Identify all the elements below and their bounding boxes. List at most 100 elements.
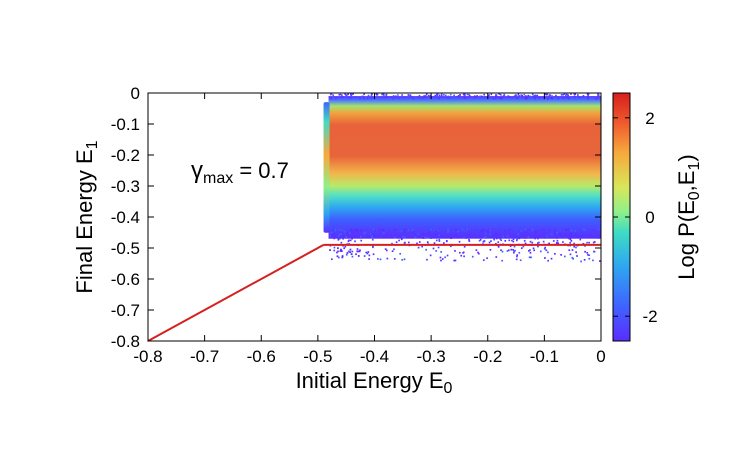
scatter-point [358, 250, 361, 253]
scatter-point [500, 228, 503, 231]
scatter-point [374, 229, 377, 232]
scatter-point [331, 228, 333, 231]
scatter-point [506, 235, 509, 238]
scatter-point [468, 240, 471, 242]
scatter-point [482, 259, 485, 261]
gamma-max-annotation: γmax = 0.7 [191, 157, 289, 187]
y-tick-label: -0.2 [111, 146, 140, 165]
scatter-point [417, 229, 420, 232]
scatter-point [471, 255, 474, 258]
scatter-point [457, 94, 460, 97]
scatter-point [466, 228, 469, 231]
density-band [323, 96, 601, 239]
scatter-point [516, 97, 518, 100]
scatter-point [568, 95, 571, 98]
scatter-point [382, 232, 385, 234]
scatter-point [574, 96, 577, 99]
boundary-lines [147, 243, 601, 342]
scatter-point [381, 228, 384, 231]
x-tick-label: -0.4 [360, 347, 389, 366]
scatter-point [393, 258, 396, 260]
scatter-point [331, 258, 333, 261]
scatter-point [525, 235, 528, 238]
scatter-point [596, 230, 599, 232]
scatter-point [338, 228, 341, 231]
scatter-point [349, 232, 351, 234]
scatter-point [486, 257, 488, 260]
scatter-point [411, 231, 414, 233]
scatter-point [363, 232, 365, 235]
x-tick-label: -0.8 [133, 347, 162, 366]
scatter-point [507, 249, 510, 252]
scatter-point [415, 230, 417, 233]
scatter-point [376, 258, 379, 260]
scatter-point [389, 228, 391, 231]
scatter-point [570, 240, 573, 242]
scatter-point [528, 250, 530, 252]
scatter-point [567, 97, 570, 100]
scatter-point [366, 97, 369, 100]
x-tick-label: -0.5 [303, 347, 332, 366]
scatter-point [444, 256, 446, 259]
scatter-point [334, 229, 337, 232]
scatter-point [414, 96, 417, 98]
scatter-point [408, 230, 411, 233]
scatter-point [336, 247, 339, 250]
scatter-point [556, 231, 558, 234]
scatter-point [457, 236, 459, 239]
scatter-point [353, 233, 356, 235]
scatter-point [468, 230, 470, 233]
scatter-point [352, 228, 354, 231]
scatter-point [422, 236, 425, 238]
scatter-point [364, 96, 367, 99]
scatter-point [465, 96, 468, 99]
scatter-point [576, 255, 578, 257]
scatter-point [483, 240, 486, 243]
scatter-point [570, 229, 573, 232]
scatter-point [582, 95, 585, 97]
scatter-point [501, 259, 504, 262]
scatter-point [462, 93, 465, 96]
scatter-point [496, 96, 499, 98]
scatter-point [545, 93, 548, 96]
scatter-point [347, 93, 350, 96]
scatter-point [339, 250, 342, 252]
scatter-point [447, 97, 449, 99]
scatter-point [560, 253, 562, 256]
scatter-point [489, 233, 491, 235]
scatter-point [582, 242, 585, 245]
scatter-point [423, 231, 426, 233]
scatter-point [515, 239, 518, 242]
scatter-point [416, 242, 418, 245]
scatter-point [528, 231, 531, 234]
scatter-point [450, 232, 453, 234]
scatter-point [520, 229, 522, 232]
scatter-point [517, 93, 520, 95]
scatter-point [343, 247, 346, 250]
scatter-point [574, 230, 577, 232]
scatter-point [570, 93, 572, 95]
scatter-point [439, 256, 442, 259]
y-tick-label: -0.4 [111, 208, 140, 227]
x-tick-label: -0.6 [247, 347, 276, 366]
scatter-point [586, 253, 589, 256]
scatter-point [459, 94, 461, 96]
scatter-point [554, 232, 557, 235]
scatter-point [594, 234, 597, 237]
scatter-point [381, 93, 383, 96]
scatter-point [548, 229, 550, 232]
scatter-point [404, 228, 407, 231]
scatter-point [557, 98, 559, 100]
scatter-point [559, 229, 562, 231]
scatter-point [597, 228, 600, 231]
scatter-point [343, 234, 346, 236]
scatter-point [442, 230, 445, 232]
scatter-point [519, 96, 521, 99]
scatter-point [430, 237, 433, 239]
scatter-point [329, 93, 332, 96]
scatter-point [545, 249, 548, 252]
scatter-point [354, 96, 357, 98]
scatter-point [385, 95, 388, 98]
scatter-point [357, 250, 359, 253]
scatter-point [359, 97, 361, 100]
